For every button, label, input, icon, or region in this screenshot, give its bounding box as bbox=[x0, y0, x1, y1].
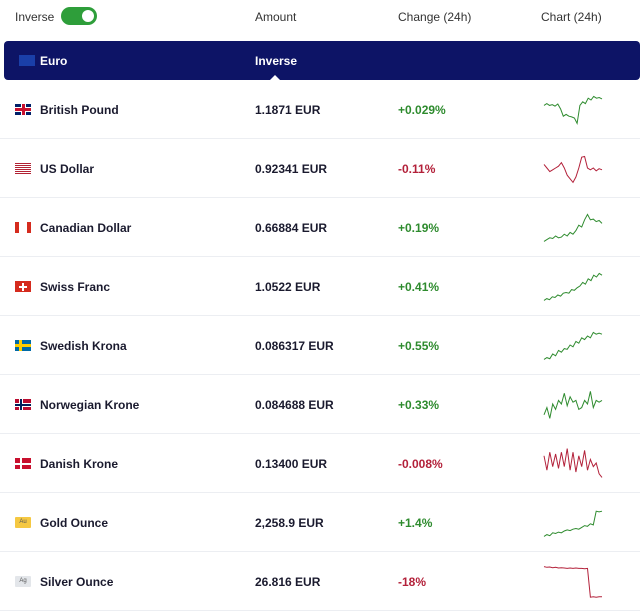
currency-name: Swiss Franc bbox=[40, 280, 111, 294]
change-value: -0.008% bbox=[398, 457, 443, 471]
se-flag-icon bbox=[15, 340, 31, 351]
base-currency-row[interactable]: Euro Inverse bbox=[4, 41, 640, 80]
base-currency-name: Euro bbox=[40, 54, 68, 68]
change-value: +0.41% bbox=[398, 280, 440, 294]
amount-value: 0.084688 EUR bbox=[255, 398, 334, 412]
amount-value: 1.1871 EUR bbox=[255, 103, 321, 117]
sparkline-line bbox=[543, 566, 602, 598]
base-mode: Inverse bbox=[255, 54, 298, 68]
currency-name: Danish Krone bbox=[40, 457, 119, 471]
ca-flag-icon bbox=[15, 222, 31, 233]
sparkline-line bbox=[543, 331, 603, 360]
inverse-toggle[interactable] bbox=[61, 7, 97, 25]
currency-name: US Dollar bbox=[40, 162, 95, 176]
currency-name: British Pound bbox=[40, 103, 119, 117]
sparkline-chart bbox=[543, 391, 603, 419]
inverse-label: Inverse bbox=[15, 10, 55, 24]
amount-value: 0.086317 EUR bbox=[255, 339, 334, 353]
change-value: +0.19% bbox=[398, 221, 440, 235]
currency-row[interactable]: Swedish Krona 0.086317 EUR +0.55% bbox=[0, 316, 640, 375]
currency-row[interactable]: US Dollar 0.92341 EUR -0.11% bbox=[0, 139, 640, 198]
currency-row[interactable]: Ag Silver Ounce 26.816 EUR -18% bbox=[0, 552, 640, 611]
amount-value: 2,258.9 EUR bbox=[255, 516, 324, 530]
sparkline-line bbox=[543, 272, 603, 301]
chart-header: Chart (24h) bbox=[541, 10, 602, 24]
currency-row[interactable]: British Pound 1.1871 EUR +0.029% bbox=[0, 80, 640, 139]
sparkline-chart bbox=[543, 155, 603, 184]
change-value: +1.4% bbox=[398, 516, 433, 530]
amount-header: Amount bbox=[255, 10, 297, 24]
eu-flag-icon bbox=[19, 55, 35, 66]
currency-row[interactable]: Swiss Franc 1.0522 EUR +0.41% bbox=[0, 257, 640, 316]
sparkline-line bbox=[543, 155, 603, 184]
us-flag-icon bbox=[15, 163, 31, 174]
change-value: +0.55% bbox=[398, 339, 440, 353]
sparkline-chart bbox=[543, 331, 603, 360]
currency-name: Gold Ounce bbox=[40, 516, 109, 530]
dk-flag-icon bbox=[15, 458, 31, 469]
caret-icon bbox=[270, 75, 280, 80]
ag-flag-icon: Ag bbox=[15, 576, 31, 587]
change-value: +0.33% bbox=[398, 398, 440, 412]
currency-name: Silver Ounce bbox=[40, 575, 114, 589]
sparkline-line bbox=[543, 391, 603, 419]
amount-value: 0.13400 EUR bbox=[255, 457, 328, 471]
currency-row[interactable]: Norwegian Krone 0.084688 EUR +0.33% bbox=[0, 375, 640, 434]
sparkline-chart bbox=[543, 213, 603, 242]
sparkline-line bbox=[543, 95, 603, 126]
sparkline-line bbox=[543, 510, 603, 537]
amount-value: 26.816 EUR bbox=[255, 575, 321, 589]
change-value: +0.029% bbox=[398, 103, 446, 117]
sparkline-chart bbox=[543, 566, 602, 598]
sparkline-chart bbox=[543, 272, 603, 301]
amount-value: 1.0522 EUR bbox=[255, 280, 321, 294]
currency-name: Norwegian Krone bbox=[40, 398, 140, 412]
gb-flag-icon bbox=[15, 104, 31, 115]
currency-name: Canadian Dollar bbox=[40, 221, 132, 235]
change-header: Change (24h) bbox=[398, 10, 472, 24]
table-header: Inverse Amount Change (24h) Chart (24h) bbox=[0, 0, 640, 34]
sparkline-chart bbox=[543, 95, 603, 126]
ch-flag-icon bbox=[15, 281, 31, 292]
sparkline-chart bbox=[543, 448, 603, 478]
change-value: -18% bbox=[398, 575, 427, 589]
currency-row[interactable]: Canadian Dollar 0.66884 EUR +0.19% bbox=[0, 198, 640, 257]
sparkline-chart bbox=[543, 510, 603, 537]
currency-row[interactable]: Danish Krone 0.13400 EUR -0.008% bbox=[0, 434, 640, 493]
au-flag-icon: Au bbox=[15, 517, 31, 528]
no-flag-icon bbox=[15, 399, 31, 410]
currency-row[interactable]: Au Gold Ounce 2,258.9 EUR +1.4% bbox=[0, 493, 640, 552]
amount-value: 0.66884 EUR bbox=[255, 221, 328, 235]
currency-name: Swedish Krona bbox=[40, 339, 127, 353]
sparkline-line bbox=[543, 448, 603, 478]
sparkline-line bbox=[543, 213, 603, 242]
amount-value: 0.92341 EUR bbox=[255, 162, 328, 176]
change-value: -0.11% bbox=[398, 162, 436, 176]
